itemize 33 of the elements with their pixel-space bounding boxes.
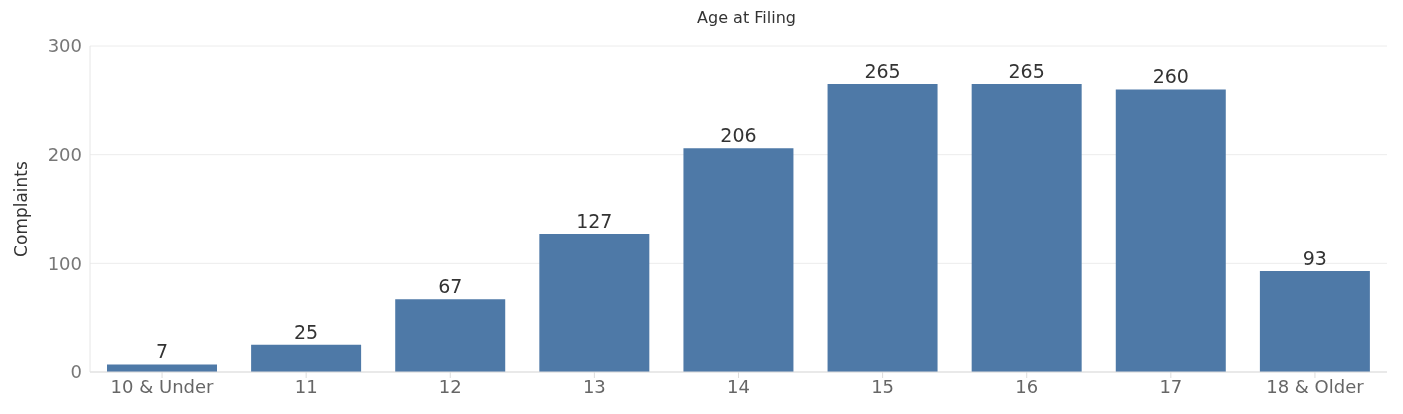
chart-title: Age at Filing [696,8,797,29]
data-label: 265 [1008,60,1045,83]
bar [971,84,1082,372]
bar [683,148,794,372]
x-tick-label: 16 [1015,375,1039,397]
bar [1115,89,1226,372]
x-tick-label: 12 [438,375,462,397]
x-tick-label: 15 [871,375,895,397]
x-tick-label: 13 [582,375,606,397]
data-label: 7 [155,340,169,363]
data-label: 265 [864,60,901,83]
y-tick-label: 200 [47,144,82,166]
data-label: 93 [1302,246,1327,269]
bar [539,233,650,372]
data-label: 67 [438,275,463,298]
x-tick-label: 17 [1159,375,1183,397]
bar [395,299,506,372]
y-axis-title: Complaints [11,160,32,257]
y-tick-label: 0 [70,361,82,383]
x-tick-label: 14 [727,375,750,397]
data-label: 25 [294,320,319,343]
bar [251,344,362,372]
bar [827,84,938,372]
bar [107,364,217,372]
data-label: 206 [720,124,757,147]
data-label: 260 [1152,65,1189,88]
y-tick-label: 100 [47,252,82,274]
x-tick-label: 10 & Under [110,375,215,397]
bar [1259,270,1370,372]
y-tick-label: 300 [47,35,82,57]
data-label: 127 [576,209,613,232]
x-tick-label: 18 & Older [1266,375,1365,397]
x-tick-label: 11 [294,375,318,397]
